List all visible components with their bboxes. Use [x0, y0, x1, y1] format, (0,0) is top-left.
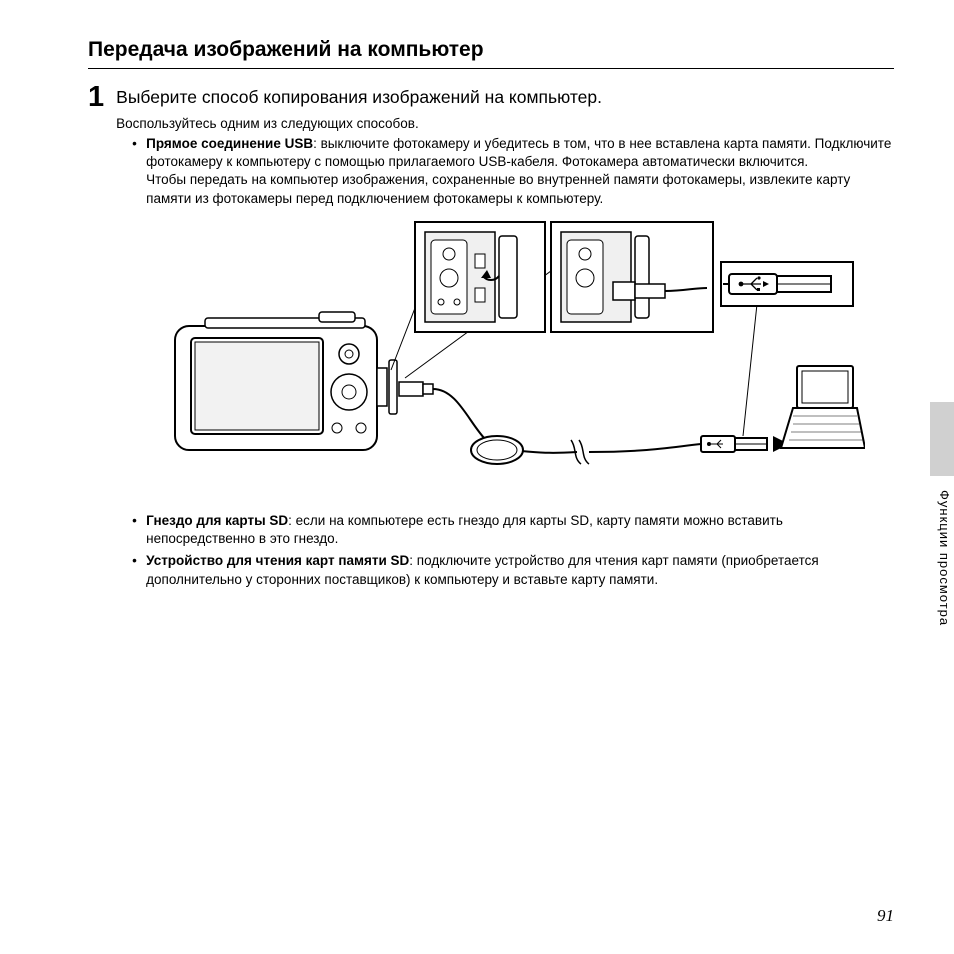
step-body: Выберите способ копирования изображений …	[116, 83, 894, 593]
bullet-sd-slot: Гнездо для карты SD: если на компьютере …	[132, 512, 894, 548]
bullet-list-1: Прямое соединение USB: выключите фотокам…	[132, 135, 894, 208]
step-1: 1 Выберите способ копирования изображени…	[88, 83, 894, 593]
step-heading: Выберите способ копирования изображений …	[116, 87, 894, 108]
title-rule	[88, 68, 894, 69]
side-tab	[930, 402, 954, 476]
connection-diagram	[145, 218, 865, 498]
bullet-usb-after: Чтобы передать на компьютер изображения,…	[146, 171, 894, 207]
bullet-usb: Прямое соединение USB: выключите фотокам…	[132, 135, 894, 208]
bullet-card-reader: Устройство для чтения карт памяти SD: по…	[132, 552, 894, 588]
bullet-reader-bold: Устройство для чтения карт памяти SD	[146, 553, 409, 568]
page-number: 91	[877, 906, 894, 926]
bullet-usb-bold: Прямое соединение USB	[146, 136, 313, 151]
step-number: 1	[88, 83, 104, 112]
bullet-sd-bold: Гнездо для карты SD	[146, 513, 288, 528]
side-section-label: Функции просмотра	[937, 490, 952, 626]
page-title: Передача изображений на компьютер	[88, 38, 894, 62]
bullet-list-2: Гнездо для карты SD: если на компьютере …	[132, 512, 894, 589]
step-intro: Воспользуйтесь одним из следующих способ…	[116, 116, 894, 131]
